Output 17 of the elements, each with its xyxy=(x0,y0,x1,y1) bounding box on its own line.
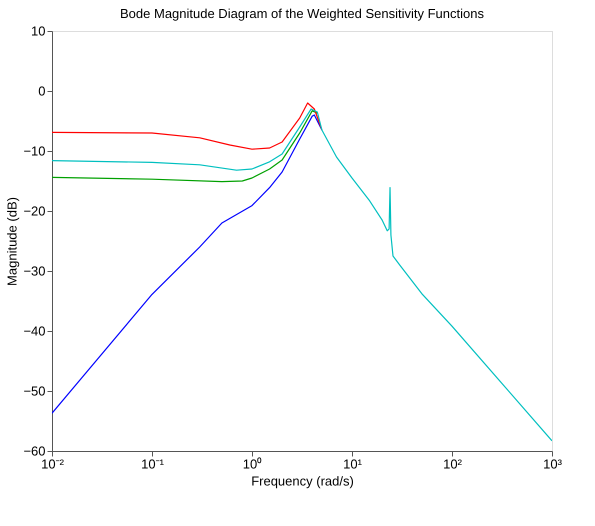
y-tick-label: −30 xyxy=(23,264,46,278)
x-tick-label: 10³ xyxy=(543,456,563,472)
x-tick-label: 10¹ xyxy=(343,456,363,472)
y-tick-label: −60 xyxy=(23,444,46,458)
y-tick-label: −10 xyxy=(23,144,46,158)
y-tick-label: −50 xyxy=(23,384,46,398)
x-tick-label: 10⁻² xyxy=(41,456,65,472)
y-tick-label: −20 xyxy=(23,204,46,218)
x-axis-title: Frequency (rad/s) xyxy=(251,474,354,488)
y-tick-label: 0 xyxy=(38,84,46,98)
y-axis-title: Magnitude (dB) xyxy=(4,197,20,286)
x-tick-label: 10⁰ xyxy=(242,456,262,472)
x-tick-label: 10² xyxy=(443,456,463,472)
chart-title: Bode Magnitude Diagram of the Weighted Sensitivity Functions xyxy=(120,6,484,21)
y-tick-label: −40 xyxy=(23,324,46,338)
y-tick-label: 10 xyxy=(31,24,46,38)
x-tick-label: 10⁻¹ xyxy=(141,456,165,472)
